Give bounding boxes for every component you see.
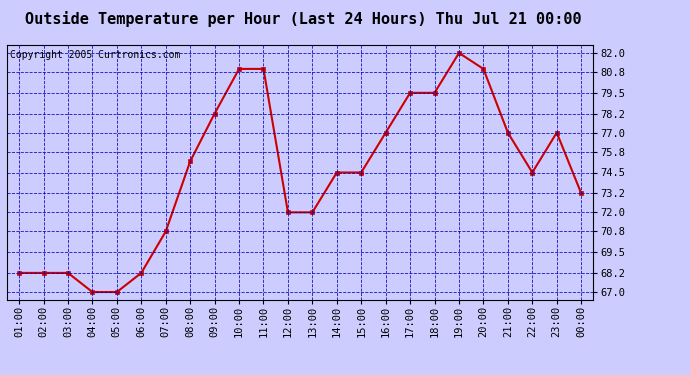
Text: Copyright 2005 Curtronics.com: Copyright 2005 Curtronics.com <box>10 50 180 60</box>
Text: Outside Temperature per Hour (Last 24 Hours) Thu Jul 21 00:00: Outside Temperature per Hour (Last 24 Ho… <box>26 11 582 27</box>
